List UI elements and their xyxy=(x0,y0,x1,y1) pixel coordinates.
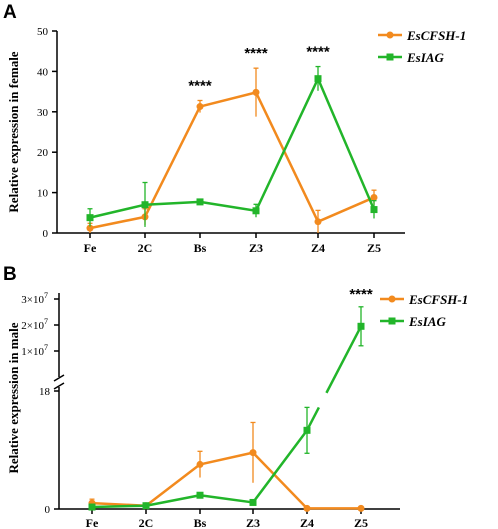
panel-b-esiag-point xyxy=(142,502,150,510)
panel-b-label: B xyxy=(3,264,17,285)
panel-b-x-tick-label: Fe xyxy=(86,516,99,529)
panel-a-x-tick-label: Z4 xyxy=(311,241,325,255)
panel-a-significance-label: **** xyxy=(244,45,268,62)
panel-b-legend-escfsh1-label: EsCFSH-1 xyxy=(408,292,468,307)
panel-b-x-tick-label: Z4 xyxy=(300,516,314,529)
panel-b-legend-esiag-marker xyxy=(388,317,396,325)
panel-a-legend-escfsh1-marker xyxy=(386,31,394,39)
panel-a-escfsh1-line xyxy=(89,91,375,230)
panel-a-x-tick-label: Bs xyxy=(194,241,207,255)
panel-a-escfsh1-point xyxy=(252,88,260,96)
panel-b-escfsh1-point xyxy=(196,460,204,468)
panel-b-axis-break-mark-bottom xyxy=(53,382,65,390)
panel-b-esiag-line-break-lower xyxy=(305,406,320,431)
panel-a-y-tick-label: 10 xyxy=(37,188,49,200)
panel-a-legend-escfsh1-label: EsCFSH-1 xyxy=(406,28,466,43)
panel-b-x-tick-label: 2C xyxy=(139,516,154,529)
panel-a-escfsh1-point xyxy=(370,193,378,201)
panel-b-legend: EsCFSH-1 EsIAG xyxy=(380,292,468,329)
panel-a-significance-label: **** xyxy=(188,77,212,94)
panel-a-x-tick-label: Z5 xyxy=(367,241,381,255)
panel-a-esiag-line xyxy=(89,77,376,219)
panel-a-escfsh1-point xyxy=(86,224,94,232)
panel-b-escfsh1-point xyxy=(357,504,365,512)
panel-a-esiag-point xyxy=(141,201,149,209)
panel-b-escfsh1-point xyxy=(249,449,257,457)
panel-a-y-axis-label: Relative expression in female xyxy=(6,51,21,212)
panel-b-y-tick-label: 1×10 xyxy=(21,346,44,358)
panel-b-y-tick-label: 0 xyxy=(45,504,51,516)
panel-b-esiag-point xyxy=(303,426,311,434)
panel-a-esiag-point xyxy=(196,198,204,206)
panel-a-escfsh1-point xyxy=(196,103,204,111)
panel-b-esiag-line-break-upper xyxy=(325,325,363,394)
panel-b-y-tick-exponent: 7 xyxy=(44,317,48,326)
panel-a-label: A xyxy=(3,2,17,23)
panel-b-esiag-point xyxy=(196,491,204,499)
panel-a-esiag-point xyxy=(86,214,94,222)
panel-a-y-tick-label: 30 xyxy=(37,107,49,119)
panel-a-y-tick-label: 40 xyxy=(37,66,49,78)
panel-a-y-tick-label: 20 xyxy=(37,147,49,159)
panel-b-y-tick-label: 18 xyxy=(39,386,51,398)
panel-b-y-tick-label: 3×10 xyxy=(21,294,44,306)
panel-b-y-tick-exponent: 7 xyxy=(44,343,48,352)
panel-a-legend-esiag-label: EsIAG xyxy=(406,50,444,65)
panel-b-x-tick-label: Z3 xyxy=(246,516,260,529)
panel-a-significance-label: **** xyxy=(306,44,330,61)
panel-b-esiag-point xyxy=(88,503,96,511)
panel-a-y-tick-label: 0 xyxy=(43,228,49,240)
panel-b-significance-label: **** xyxy=(349,286,373,303)
panel-a-esiag-point xyxy=(252,207,260,215)
panel-a-x-tick-label: 2C xyxy=(138,241,153,255)
panel-b-legend-escfsh1-marker xyxy=(388,295,396,303)
panel-b-esiag-point xyxy=(249,498,257,506)
panel-a-x-tick-label: Fe xyxy=(84,241,97,255)
panel-a-legend-esiag-marker xyxy=(386,53,394,61)
panel-b-x-tick-label: Z5 xyxy=(354,516,368,529)
panel-b-y-tick-label: 2×10 xyxy=(21,320,44,332)
panel-a-esiag-point xyxy=(370,206,378,214)
panel-a-escfsh1-point xyxy=(314,218,322,226)
panel-a-esiag-point xyxy=(314,75,322,83)
panel-a-legend: EsCFSH-1 EsIAG xyxy=(378,28,466,65)
panel-b-axis-break-mark-top xyxy=(53,374,65,382)
panel-b-legend-esiag-label: EsIAG xyxy=(408,314,446,329)
panel-a-y-tick-label: 50 xyxy=(37,26,49,38)
panel-a-x-tick-label: Z3 xyxy=(249,241,263,255)
panel-a: A Relative expression in female 0 10 20 30 4… xyxy=(3,2,466,255)
panel-b-x-tick-label: Bs xyxy=(194,516,207,529)
panel-b-escfsh1-point xyxy=(303,504,311,512)
panel-b-esiag-point xyxy=(357,322,365,330)
panel-b-y-tick-exponent: 7 xyxy=(44,291,48,300)
panel-b-y-axis-label: Relative expression in male xyxy=(6,322,21,473)
